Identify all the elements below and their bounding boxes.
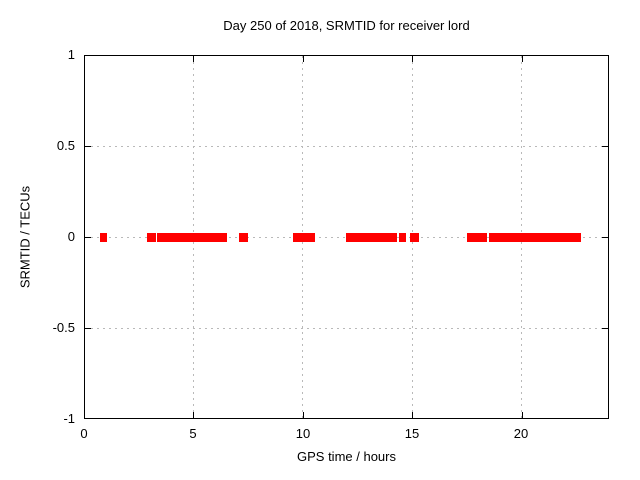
- data-segment: [399, 232, 406, 242]
- tick-mark: [602, 146, 608, 147]
- tick-mark: [302, 56, 304, 62]
- tick-mark: [85, 237, 91, 238]
- data-point-plus-icon: [409, 232, 419, 242]
- y-tick-label: 0: [67, 229, 75, 244]
- y-tick-label: 1: [67, 47, 75, 62]
- y-tick-label: -1: [63, 411, 75, 426]
- x-tick-label: 5: [189, 426, 197, 441]
- data-point-plus-icon: [477, 232, 487, 242]
- data-segment: [100, 232, 107, 242]
- tick-mark: [85, 418, 91, 419]
- tick-mark: [193, 56, 195, 62]
- data-point-plus-icon: [571, 232, 581, 242]
- data-point-plus-icon: [299, 232, 309, 242]
- chart-title: Day 250 of 2018, SRMTID for receiver lor…: [223, 18, 470, 33]
- x-tick-label: 15: [404, 426, 420, 441]
- x-tick-label: 20: [513, 426, 529, 441]
- data-point-plus-icon: [346, 232, 356, 242]
- tick-mark: [602, 237, 608, 238]
- tick-mark: [602, 328, 608, 329]
- data-point-plus-icon: [472, 232, 482, 242]
- tick-mark: [302, 412, 304, 418]
- data-segment: [292, 232, 302, 242]
- tick-mark: [193, 412, 195, 418]
- gridline-horizontal: [85, 327, 608, 329]
- x-tick-label: 0: [80, 426, 88, 441]
- tick-mark: [521, 56, 523, 62]
- gridline-horizontal: [85, 145, 608, 147]
- y-tick-label: 0.5: [56, 138, 75, 153]
- data-point-plus-icon: [147, 232, 157, 242]
- x-tick-label: 10: [295, 426, 311, 441]
- data-segment: [354, 232, 397, 242]
- tick-mark: [84, 56, 85, 62]
- data-segment: [157, 232, 228, 242]
- tick-mark: [85, 55, 91, 56]
- data-segment: [466, 232, 473, 242]
- x-axis-label: GPS time / hours: [297, 449, 396, 464]
- tick-mark: [412, 412, 414, 418]
- tick-mark: [412, 56, 414, 62]
- tick-mark: [602, 418, 608, 419]
- tick-mark: [602, 55, 608, 56]
- tick-mark: [521, 412, 523, 418]
- data-point-plus-icon: [305, 232, 315, 242]
- plot-area: [84, 55, 609, 419]
- data-point-plus-icon: [239, 232, 249, 242]
- tick-mark: [85, 146, 91, 147]
- data-segment: [488, 232, 572, 242]
- tick-mark: [85, 328, 91, 329]
- y-tick-label: -0.5: [52, 320, 75, 335]
